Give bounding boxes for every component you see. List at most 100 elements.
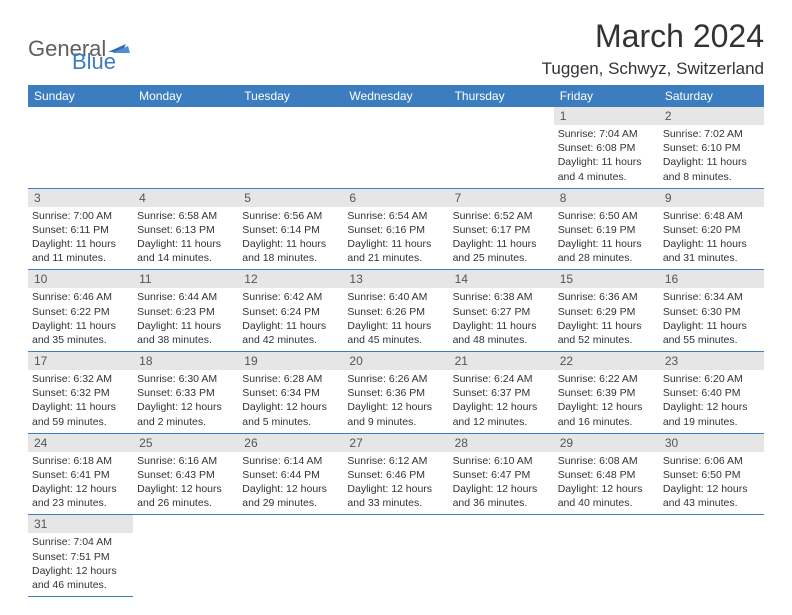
sunrise-text: Sunrise: 6:46 AM xyxy=(32,290,129,304)
daylight-text: Daylight: 12 hours and 5 minutes. xyxy=(242,400,339,428)
day-info: Sunrise: 6:30 AMSunset: 6:33 PMDaylight:… xyxy=(133,370,238,433)
daylight-text: Daylight: 12 hours and 33 minutes. xyxy=(347,482,444,510)
day-info: Sunrise: 6:56 AMSunset: 6:14 PMDaylight:… xyxy=(238,207,343,270)
header: General March 2024 Tuggen, Schwyz, Switz… xyxy=(28,18,764,79)
day-info: Sunrise: 6:38 AMSunset: 6:27 PMDaylight:… xyxy=(449,288,554,351)
sunrise-text: Sunrise: 6:34 AM xyxy=(663,290,760,304)
sunset-text: Sunset: 6:22 PM xyxy=(32,305,129,319)
calendar-day-cell xyxy=(659,515,764,597)
day-info: Sunrise: 6:08 AMSunset: 6:48 PMDaylight:… xyxy=(554,452,659,515)
day-number: 21 xyxy=(449,352,554,370)
calendar-day-cell xyxy=(343,107,448,188)
calendar-day-cell: 19Sunrise: 6:28 AMSunset: 6:34 PMDayligh… xyxy=(238,352,343,434)
sunrise-text: Sunrise: 6:58 AM xyxy=(137,209,234,223)
daylight-text: Daylight: 12 hours and 12 minutes. xyxy=(453,400,550,428)
sunset-text: Sunset: 6:48 PM xyxy=(558,468,655,482)
calendar-day-cell: 20Sunrise: 6:26 AMSunset: 6:36 PMDayligh… xyxy=(343,352,448,434)
calendar-day-cell: 15Sunrise: 6:36 AMSunset: 6:29 PMDayligh… xyxy=(554,270,659,352)
sunset-text: Sunset: 6:33 PM xyxy=(137,386,234,400)
calendar-day-cell: 30Sunrise: 6:06 AMSunset: 6:50 PMDayligh… xyxy=(659,433,764,515)
weekday-header: Sunday xyxy=(28,85,133,107)
day-info: Sunrise: 6:06 AMSunset: 6:50 PMDaylight:… xyxy=(659,452,764,515)
sunset-text: Sunset: 6:24 PM xyxy=(242,305,339,319)
calendar-table: Sunday Monday Tuesday Wednesday Thursday… xyxy=(28,85,764,597)
day-info: Sunrise: 6:34 AMSunset: 6:30 PMDaylight:… xyxy=(659,288,764,351)
day-number: 4 xyxy=(133,189,238,207)
calendar-day-cell: 22Sunrise: 6:22 AMSunset: 6:39 PMDayligh… xyxy=(554,352,659,434)
sunrise-text: Sunrise: 6:56 AM xyxy=(242,209,339,223)
sunrise-text: Sunrise: 6:10 AM xyxy=(453,454,550,468)
sunrise-text: Sunrise: 6:18 AM xyxy=(32,454,129,468)
daylight-text: Daylight: 11 hours and 35 minutes. xyxy=(32,319,129,347)
daylight-text: Daylight: 12 hours and 16 minutes. xyxy=(558,400,655,428)
sunrise-text: Sunrise: 6:12 AM xyxy=(347,454,444,468)
day-info: Sunrise: 6:28 AMSunset: 6:34 PMDaylight:… xyxy=(238,370,343,433)
sunset-text: Sunset: 6:44 PM xyxy=(242,468,339,482)
calendar-day-cell: 16Sunrise: 6:34 AMSunset: 6:30 PMDayligh… xyxy=(659,270,764,352)
calendar-day-cell: 25Sunrise: 6:16 AMSunset: 6:43 PMDayligh… xyxy=(133,433,238,515)
sunset-text: Sunset: 6:29 PM xyxy=(558,305,655,319)
daylight-text: Daylight: 12 hours and 23 minutes. xyxy=(32,482,129,510)
calendar-day-cell: 24Sunrise: 6:18 AMSunset: 6:41 PMDayligh… xyxy=(28,433,133,515)
sunset-text: Sunset: 6:34 PM xyxy=(242,386,339,400)
day-number: 3 xyxy=(28,189,133,207)
daylight-text: Daylight: 11 hours and 52 minutes. xyxy=(558,319,655,347)
title-block: March 2024 Tuggen, Schwyz, Switzerland xyxy=(542,18,764,79)
daylight-text: Daylight: 11 hours and 25 minutes. xyxy=(453,237,550,265)
sunset-text: Sunset: 6:32 PM xyxy=(32,386,129,400)
calendar-page: General March 2024 Tuggen, Schwyz, Switz… xyxy=(0,0,792,615)
calendar-day-cell: 31Sunrise: 7:04 AMSunset: 7:51 PMDayligh… xyxy=(28,515,133,597)
calendar-day-cell: 4Sunrise: 6:58 AMSunset: 6:13 PMDaylight… xyxy=(133,188,238,270)
day-info: Sunrise: 6:40 AMSunset: 6:26 PMDaylight:… xyxy=(343,288,448,351)
sunset-text: Sunset: 6:11 PM xyxy=(32,223,129,237)
sunrise-text: Sunrise: 7:04 AM xyxy=(32,535,129,549)
daylight-text: Daylight: 11 hours and 48 minutes. xyxy=(453,319,550,347)
calendar-day-cell xyxy=(28,107,133,188)
sunset-text: Sunset: 6:39 PM xyxy=(558,386,655,400)
sunrise-text: Sunrise: 6:36 AM xyxy=(558,290,655,304)
day-number: 5 xyxy=(238,189,343,207)
sunrise-text: Sunrise: 6:42 AM xyxy=(242,290,339,304)
day-number: 23 xyxy=(659,352,764,370)
calendar-week-row: 24Sunrise: 6:18 AMSunset: 6:41 PMDayligh… xyxy=(28,433,764,515)
sunrise-text: Sunrise: 6:14 AM xyxy=(242,454,339,468)
daylight-text: Daylight: 12 hours and 36 minutes. xyxy=(453,482,550,510)
day-number: 2 xyxy=(659,107,764,125)
daylight-text: Daylight: 12 hours and 9 minutes. xyxy=(347,400,444,428)
calendar-day-cell xyxy=(554,515,659,597)
weekday-header: Thursday xyxy=(449,85,554,107)
calendar-day-cell: 18Sunrise: 6:30 AMSunset: 6:33 PMDayligh… xyxy=(133,352,238,434)
sunrise-text: Sunrise: 6:26 AM xyxy=(347,372,444,386)
sunrise-text: Sunrise: 6:22 AM xyxy=(558,372,655,386)
calendar-body: 1Sunrise: 7:04 AMSunset: 6:08 PMDaylight… xyxy=(28,107,764,597)
calendar-week-row: 1Sunrise: 7:04 AMSunset: 6:08 PMDaylight… xyxy=(28,107,764,188)
day-number: 8 xyxy=(554,189,659,207)
day-info: Sunrise: 6:18 AMSunset: 6:41 PMDaylight:… xyxy=(28,452,133,515)
sunrise-text: Sunrise: 6:30 AM xyxy=(137,372,234,386)
calendar-day-cell xyxy=(449,107,554,188)
calendar-day-cell xyxy=(343,515,448,597)
sunset-text: Sunset: 6:43 PM xyxy=(137,468,234,482)
sunset-text: Sunset: 6:10 PM xyxy=(663,141,760,155)
calendar-day-cell xyxy=(449,515,554,597)
weekday-header: Wednesday xyxy=(343,85,448,107)
day-number: 9 xyxy=(659,189,764,207)
calendar-week-row: 10Sunrise: 6:46 AMSunset: 6:22 PMDayligh… xyxy=(28,270,764,352)
day-number: 28 xyxy=(449,434,554,452)
sunrise-text: Sunrise: 6:54 AM xyxy=(347,209,444,223)
logo-text-blue: Blue xyxy=(72,49,116,74)
sunset-text: Sunset: 6:20 PM xyxy=(663,223,760,237)
day-number: 12 xyxy=(238,270,343,288)
day-info: Sunrise: 6:24 AMSunset: 6:37 PMDaylight:… xyxy=(449,370,554,433)
sunset-text: Sunset: 6:47 PM xyxy=(453,468,550,482)
day-number: 27 xyxy=(343,434,448,452)
calendar-day-cell: 8Sunrise: 6:50 AMSunset: 6:19 PMDaylight… xyxy=(554,188,659,270)
calendar-day-cell: 27Sunrise: 6:12 AMSunset: 6:46 PMDayligh… xyxy=(343,433,448,515)
sunset-text: Sunset: 6:13 PM xyxy=(137,223,234,237)
sunrise-text: Sunrise: 6:16 AM xyxy=(137,454,234,468)
day-info: Sunrise: 6:42 AMSunset: 6:24 PMDaylight:… xyxy=(238,288,343,351)
day-number: 25 xyxy=(133,434,238,452)
sunset-text: Sunset: 6:30 PM xyxy=(663,305,760,319)
sunrise-text: Sunrise: 7:04 AM xyxy=(558,127,655,141)
day-info: Sunrise: 6:52 AMSunset: 6:17 PMDaylight:… xyxy=(449,207,554,270)
